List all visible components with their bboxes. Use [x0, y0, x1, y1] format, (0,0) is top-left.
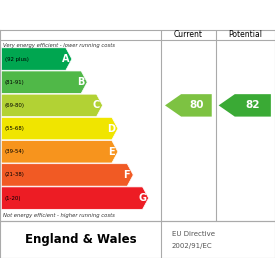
Text: E: E	[108, 147, 115, 157]
Text: (81-91): (81-91)	[5, 80, 24, 85]
Text: Very energy efficient - lower running costs: Very energy efficient - lower running co…	[3, 43, 115, 48]
Polygon shape	[1, 94, 103, 117]
Text: (1-20): (1-20)	[5, 196, 21, 201]
Text: B: B	[77, 77, 84, 87]
Text: 82: 82	[246, 100, 260, 110]
Polygon shape	[1, 187, 148, 209]
Text: 80: 80	[189, 100, 204, 110]
Text: (21-38): (21-38)	[5, 172, 24, 178]
Polygon shape	[1, 141, 118, 163]
Text: (92 plus): (92 plus)	[5, 57, 29, 61]
Text: (69-80): (69-80)	[5, 103, 25, 108]
Text: (55-68): (55-68)	[5, 126, 24, 131]
Polygon shape	[1, 117, 118, 140]
Text: Current: Current	[174, 30, 203, 39]
Polygon shape	[1, 164, 133, 186]
Text: F: F	[123, 170, 130, 180]
Polygon shape	[1, 48, 72, 70]
Text: 2002/91/EC: 2002/91/EC	[172, 243, 213, 249]
Text: Not energy efficient - higher running costs: Not energy efficient - higher running co…	[3, 213, 115, 218]
Text: (39-54): (39-54)	[5, 149, 24, 154]
Text: G: G	[138, 193, 146, 203]
Text: D: D	[108, 124, 116, 134]
Text: England & Wales: England & Wales	[25, 233, 136, 246]
Text: Energy Efficiency Rating: Energy Efficiency Rating	[8, 8, 192, 21]
Text: C: C	[92, 100, 100, 110]
Polygon shape	[165, 94, 212, 117]
Polygon shape	[219, 94, 271, 117]
Polygon shape	[1, 71, 87, 93]
Text: A: A	[62, 54, 69, 64]
Text: EU Directive: EU Directive	[172, 231, 215, 237]
Text: Potential: Potential	[229, 30, 262, 39]
